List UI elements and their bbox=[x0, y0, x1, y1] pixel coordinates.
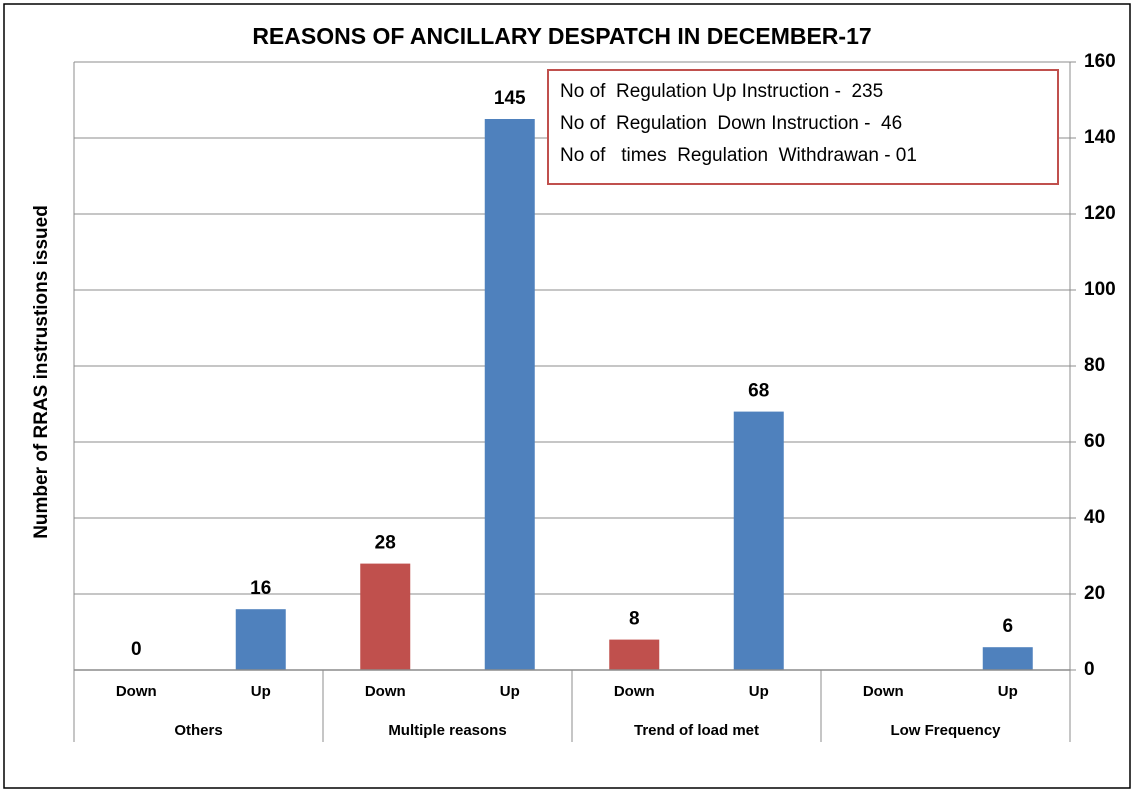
x-tick-label: Up bbox=[998, 683, 1018, 700]
bar bbox=[733, 411, 784, 670]
data-label: 28 bbox=[375, 533, 396, 554]
x-tick-label: Up bbox=[251, 683, 271, 700]
x-tick-label: Up bbox=[749, 683, 769, 700]
bar bbox=[484, 119, 535, 670]
y-tick-label: 140 bbox=[1084, 127, 1116, 148]
bar bbox=[360, 563, 411, 670]
annotation: No of times Regulation Withdrawan - 01 bbox=[560, 145, 917, 166]
x-tick-label: Down bbox=[863, 683, 904, 700]
chart-title: REASONS OF ANCILLARY DESPATCH IN DECEMBE… bbox=[252, 23, 871, 49]
y-tick-label: 0 bbox=[1084, 659, 1095, 680]
annotation: No of Regulation Down Instruction - 46 bbox=[560, 113, 902, 134]
data-label: 145 bbox=[494, 88, 526, 109]
x-tick-label: Up bbox=[500, 683, 520, 700]
data-label: 16 bbox=[250, 578, 271, 599]
x-tick-label: Down bbox=[116, 683, 157, 700]
group-label: Low Frequency bbox=[890, 722, 1001, 739]
x-tick-label: Down bbox=[614, 683, 655, 700]
y-tick-label: 20 bbox=[1084, 583, 1105, 604]
data-label: 8 bbox=[629, 609, 640, 630]
group-label: Multiple reasons bbox=[388, 722, 506, 739]
data-label: 68 bbox=[748, 381, 769, 402]
data-label: 0 bbox=[131, 639, 142, 660]
bar bbox=[982, 647, 1033, 670]
annotation-box bbox=[547, 69, 1059, 185]
data-label: 6 bbox=[1002, 616, 1013, 637]
y-tick-label: 80 bbox=[1084, 355, 1105, 376]
group-label: Trend of load met bbox=[634, 722, 759, 739]
y-axis-label: Number of RRAS instrustions issued bbox=[31, 205, 52, 539]
group-label: Others bbox=[174, 722, 222, 739]
bar bbox=[609, 639, 660, 670]
y-tick-label: 100 bbox=[1084, 279, 1116, 300]
y-tick-label: 160 bbox=[1084, 51, 1116, 72]
annotation: No of Regulation Up Instruction - 235 bbox=[560, 81, 883, 102]
y-tick-label: 40 bbox=[1084, 507, 1105, 528]
bar bbox=[235, 609, 286, 670]
x-tick-label: Down bbox=[365, 683, 406, 700]
y-tick-label: 120 bbox=[1084, 203, 1116, 224]
y-tick-label: 60 bbox=[1084, 431, 1105, 452]
